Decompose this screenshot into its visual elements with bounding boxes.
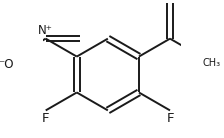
Text: F: F — [41, 112, 49, 125]
Text: ⁻O: ⁻O — [0, 58, 13, 71]
Text: N⁺: N⁺ — [38, 24, 53, 37]
Text: CH₃: CH₃ — [202, 58, 221, 68]
Text: F: F — [167, 112, 174, 125]
Text: O: O — [165, 0, 175, 1]
